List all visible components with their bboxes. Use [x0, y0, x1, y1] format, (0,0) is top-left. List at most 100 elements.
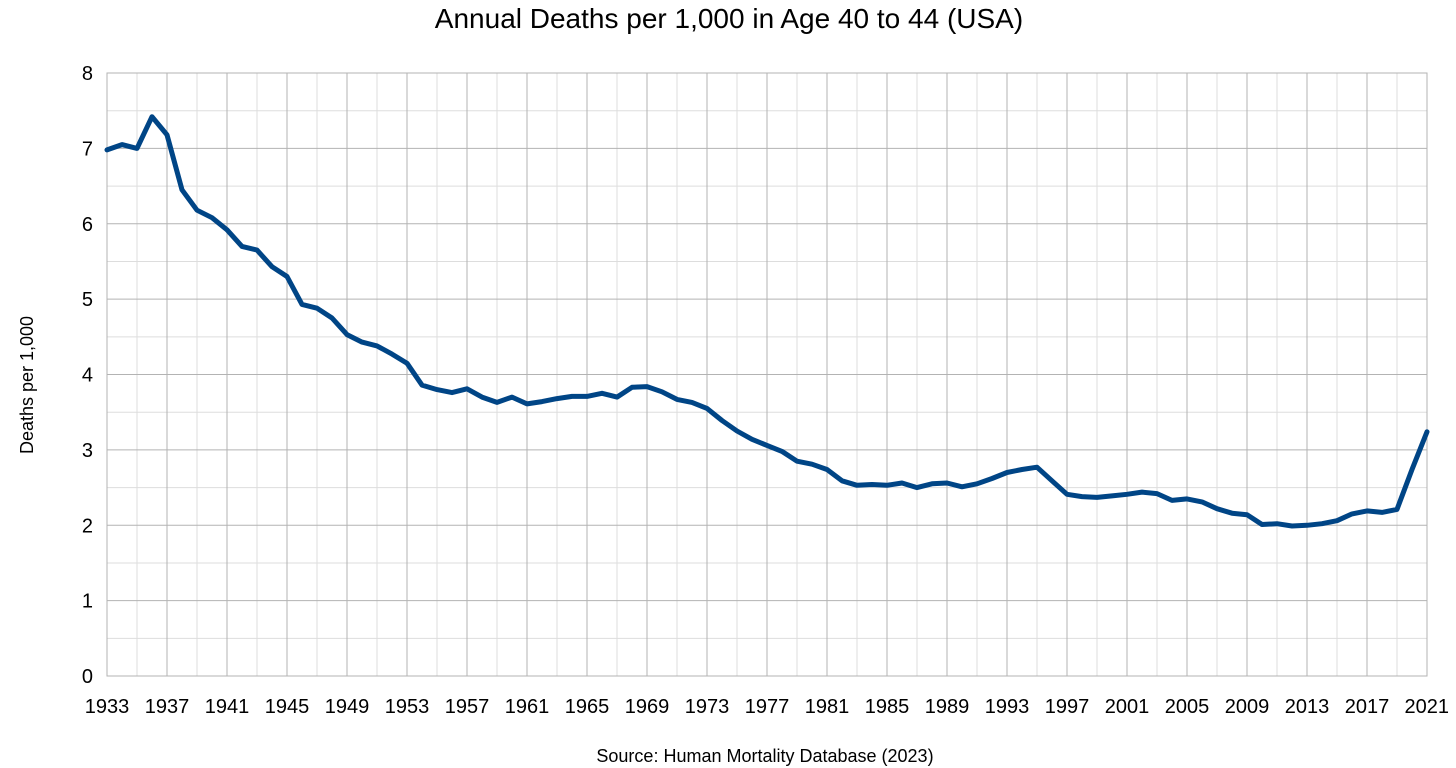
data-point	[825, 467, 830, 472]
x-tick-label: 1937	[145, 696, 190, 718]
x-tick-label: 1945	[265, 696, 310, 718]
x-tick-label: 2001	[1105, 696, 1150, 718]
data-point	[1035, 465, 1040, 470]
y-tick-label: 3	[82, 440, 93, 462]
x-tick-label: 1941	[205, 696, 250, 718]
data-point	[435, 387, 440, 392]
data-point	[1410, 467, 1415, 472]
data-point	[795, 459, 800, 464]
data-point	[555, 396, 560, 401]
data-point	[930, 481, 935, 486]
x-axis-ticks: 1933 1937 1941 1945 1949 1953 1957 1961 1965 1969…	[85, 696, 1449, 718]
data-point	[375, 343, 380, 348]
data-point	[870, 482, 875, 487]
data-point	[705, 406, 710, 411]
data-point	[225, 227, 230, 232]
data-point	[285, 274, 290, 279]
data-point	[1335, 518, 1340, 523]
data-point	[315, 306, 320, 311]
x-tick-label: 2021	[1405, 696, 1450, 718]
x-tick-label: 1953	[385, 696, 430, 718]
data-point	[405, 361, 410, 366]
y-tick-label: 0	[82, 666, 93, 688]
data-point	[675, 397, 680, 402]
x-tick-label: 1961	[505, 696, 550, 718]
x-tick-label: 1949	[325, 696, 370, 718]
x-tick-label: 1981	[805, 696, 850, 718]
data-point	[465, 386, 470, 391]
data-point	[300, 302, 305, 307]
x-tick-label: 2017	[1345, 696, 1390, 718]
data-point	[1260, 522, 1265, 527]
data-point	[645, 384, 650, 389]
data-point	[270, 264, 275, 269]
data-point	[450, 390, 455, 395]
data-point	[810, 462, 815, 467]
y-tick-label: 1	[82, 591, 93, 613]
data-point	[195, 208, 200, 213]
data-point	[765, 443, 770, 448]
data-point	[570, 394, 575, 399]
data-point	[960, 484, 965, 489]
data-point	[735, 429, 740, 434]
data-point	[135, 146, 140, 151]
data-point	[1305, 523, 1310, 528]
data-point	[1050, 478, 1055, 483]
data-point	[540, 399, 545, 404]
y-tick-label: 8	[82, 63, 93, 85]
data-point	[105, 147, 110, 152]
x-tick-label: 1977	[745, 696, 790, 718]
data-point	[615, 395, 620, 400]
data-point	[1380, 510, 1385, 515]
data-point	[1065, 492, 1070, 497]
data-point	[360, 340, 365, 345]
x-tick-label: 1997	[1045, 696, 1090, 718]
data-point	[945, 481, 950, 486]
data-point	[150, 114, 155, 119]
data-point	[210, 215, 215, 220]
data-point	[1275, 521, 1280, 526]
data-point	[990, 476, 995, 481]
data-point	[885, 483, 890, 488]
data-point	[1215, 506, 1220, 511]
data-point	[1200, 499, 1205, 504]
data-point	[330, 315, 335, 320]
data-point	[1080, 494, 1085, 499]
data-point	[180, 187, 185, 192]
x-tick-label: 1993	[985, 696, 1030, 718]
data-point	[1290, 524, 1295, 529]
data-point	[495, 400, 500, 405]
data-point	[390, 352, 395, 357]
x-tick-label: 2013	[1285, 696, 1330, 718]
data-point	[780, 449, 785, 454]
data-point	[1095, 495, 1100, 500]
data-point	[240, 244, 245, 249]
y-tick-label: 4	[82, 365, 93, 387]
grid	[106, 72, 1428, 677]
data-point	[1350, 511, 1355, 516]
data-point	[1245, 512, 1250, 517]
data-point	[120, 142, 125, 147]
data-point	[900, 481, 905, 486]
y-tick-label: 6	[82, 214, 93, 236]
data-point	[480, 395, 485, 400]
data-point	[585, 394, 590, 399]
data-point	[1170, 498, 1175, 503]
series-group	[104, 114, 1430, 529]
data-point	[840, 478, 845, 483]
data-point	[1155, 491, 1160, 496]
y-tick-label: 7	[82, 138, 93, 160]
data-point	[1020, 467, 1025, 472]
data-point	[525, 401, 530, 406]
x-tick-label: 1989	[925, 696, 970, 718]
data-point	[1320, 521, 1325, 526]
data-point	[1425, 429, 1430, 434]
data-point	[1110, 493, 1115, 498]
data-point	[510, 395, 515, 400]
data-point	[1140, 490, 1145, 495]
y-axis-label: Deaths per 1,000	[17, 316, 37, 454]
data-point	[1230, 511, 1235, 516]
plot-area-border	[106, 72, 1428, 677]
